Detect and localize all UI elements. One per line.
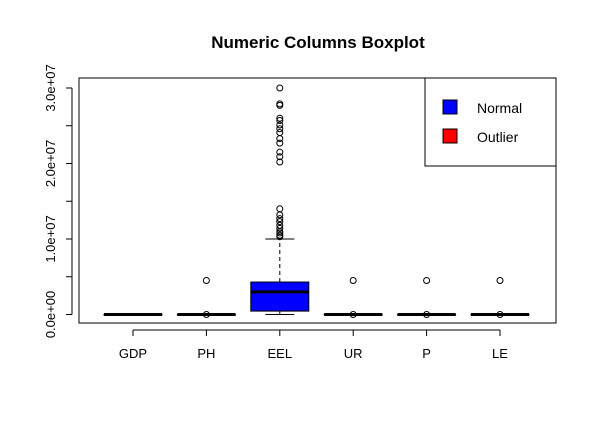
box-eel [250, 84, 310, 315]
outlier-point [423, 311, 431, 318]
outlier-point [276, 158, 284, 166]
x-tick-label-eel: EEL [268, 346, 293, 361]
outlier-point [276, 121, 284, 129]
x-tick-label-le: LE [492, 346, 508, 361]
outlier-point [276, 125, 284, 133]
outlier-point [276, 221, 284, 229]
x-tick-label-gdp: GDP [119, 346, 147, 361]
outlier-point [202, 277, 210, 285]
chart-title: Numeric Columns Boxplot [211, 33, 425, 52]
legend: Normal Outlier [424, 77, 557, 167]
y-tick-label: 2.0e+07 [43, 140, 58, 187]
outlier-point [276, 231, 284, 239]
outlier-point [276, 224, 284, 232]
y-tick-label: 3.0e+07 [43, 64, 58, 111]
outlier-point [496, 277, 504, 285]
outlier-point [276, 129, 284, 137]
box-p [397, 277, 457, 318]
box-ur [323, 277, 383, 318]
box-body [250, 281, 310, 312]
outlier-point [276, 205, 284, 213]
outlier-point [202, 311, 210, 318]
boxes-group [103, 84, 530, 318]
outlier-point [276, 139, 284, 147]
y-tick-label: 0.0e+00 [43, 291, 58, 338]
legend-label-outlier: Outlier [477, 129, 519, 145]
plot-frame [78, 77, 557, 324]
box-ph [176, 277, 236, 318]
legend-label-normal: Normal [477, 100, 522, 116]
legend-swatch-outlier [442, 128, 458, 144]
outlier-point [276, 218, 284, 226]
outlier-point [276, 148, 284, 156]
outlier-point [423, 277, 431, 285]
legend-frame [424, 77, 557, 167]
outlier-point [276, 215, 284, 223]
outlier-point [276, 100, 284, 108]
x-tick-label-ph: PH [197, 346, 215, 361]
outlier-point [349, 277, 357, 285]
box-le [470, 277, 530, 318]
outlier-point [276, 114, 284, 122]
outlier-point [349, 311, 357, 318]
x-tick-label-ur: UR [344, 346, 363, 361]
y-tick-label: 1.0e+07 [43, 215, 58, 262]
outlier-point [276, 135, 284, 143]
x-axis: GDP PH EEL UR P LE [119, 329, 508, 361]
y-axis: 0.0e+00 1.0e+07 2.0e+07 3.0e+07 [43, 64, 73, 338]
outlier-point [496, 311, 504, 318]
legend-swatch-normal [442, 99, 458, 115]
outlier-point [276, 153, 284, 161]
outlier-point [276, 84, 284, 92]
outlier-point [276, 211, 284, 219]
x-tick-label-p: P [422, 346, 431, 361]
box-gdp [103, 313, 163, 316]
outlier-point [276, 116, 284, 124]
